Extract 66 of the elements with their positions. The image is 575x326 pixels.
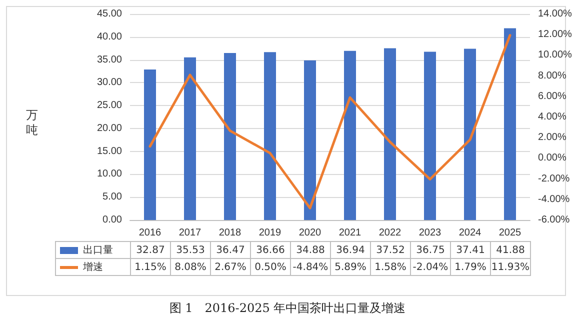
data-label: 34.88: [290, 242, 330, 258]
y-axis-title: 万吨: [26, 108, 38, 138]
x-tick-label: 2019: [258, 228, 282, 238]
data-label: -2.04%: [410, 258, 450, 276]
y-tick-label: 40.00: [96, 31, 122, 42]
data-label: 37.41: [450, 242, 490, 258]
bar: [384, 48, 396, 220]
data-label: 5.89%: [330, 258, 370, 276]
data-label: 1.79%: [450, 258, 490, 276]
y2-tick-label: -6.00%: [538, 214, 570, 226]
data-label: 36.75: [410, 242, 450, 258]
x-tick-label: 2021: [338, 228, 362, 238]
y-tick-label: 10.00: [96, 168, 122, 180]
y-tick-label: 5.00: [102, 192, 122, 203]
bar: [304, 60, 316, 220]
data-label: 11.93%: [490, 258, 530, 276]
x-tick-label: 2022: [378, 228, 402, 238]
data-label: 36.47: [210, 242, 250, 258]
legend-label: 增速: [56, 258, 130, 276]
y2-tick-label: 12.00%: [538, 29, 572, 40]
text: 图 1 2016-2025 年中国茶叶出口量及增速: [168, 300, 407, 317]
y2-tick-label: 2.00%: [538, 132, 566, 144]
bar: [184, 57, 196, 220]
y-tick-label: 15.00: [96, 146, 122, 157]
data-label: 1.58%: [370, 258, 410, 276]
data-label: 32.87: [130, 242, 170, 258]
y-tick-label: 0.00: [102, 214, 122, 226]
data-label: 41.88: [490, 242, 530, 258]
data-label: 2.67%: [210, 258, 250, 276]
bar: [464, 48, 476, 220]
y2-tick-label: -4.00%: [538, 194, 570, 205]
x-tick-label: 2016: [138, 228, 162, 238]
data-label: 36.94: [330, 242, 370, 258]
bar: [424, 52, 436, 220]
data-label: 36.66: [250, 242, 290, 258]
line-series: [148, 34, 512, 210]
data-label: 37.52: [370, 242, 410, 258]
bar: [224, 53, 236, 220]
data-label: -4.84%: [290, 258, 330, 276]
bar: [504, 28, 516, 220]
x-tick-label: 2018: [218, 228, 242, 238]
y2-tick-label: 8.00%: [538, 70, 566, 82]
data-label: 1.15%: [130, 258, 170, 276]
y-tick-label: 20.00: [96, 122, 122, 134]
data-label: 8.08%: [170, 258, 210, 276]
y2-tick-label: 0.00%: [538, 152, 566, 164]
x-tick-label: 2020: [298, 228, 322, 238]
legend-label: 出口量: [56, 242, 130, 258]
y2-tick-label: -2.00%: [538, 173, 570, 184]
data-label: 0.50%: [250, 258, 290, 276]
y2-tick-label: 4.00%: [538, 112, 566, 122]
data-label: 35.53: [170, 242, 210, 258]
y2-tick-label: 14.00%: [538, 8, 572, 20]
y-tick-label: 25.00: [96, 100, 122, 112]
x-tick-label: 2017: [178, 228, 202, 238]
y2-tick-label: 10.00%: [538, 50, 572, 61]
y2-tick-label: 6.00%: [538, 90, 566, 102]
y-tick-label: 45.00: [96, 8, 122, 20]
bar: [344, 50, 356, 220]
x-tick-label: 2023: [418, 228, 442, 238]
x-tick-label: 2025: [498, 228, 522, 238]
x-tick-label: 2024: [458, 228, 482, 238]
y-tick-label: 35.00: [96, 54, 122, 66]
y-tick-label: 30.00: [96, 77, 122, 88]
bar: [264, 52, 276, 220]
bar: [144, 70, 156, 220]
